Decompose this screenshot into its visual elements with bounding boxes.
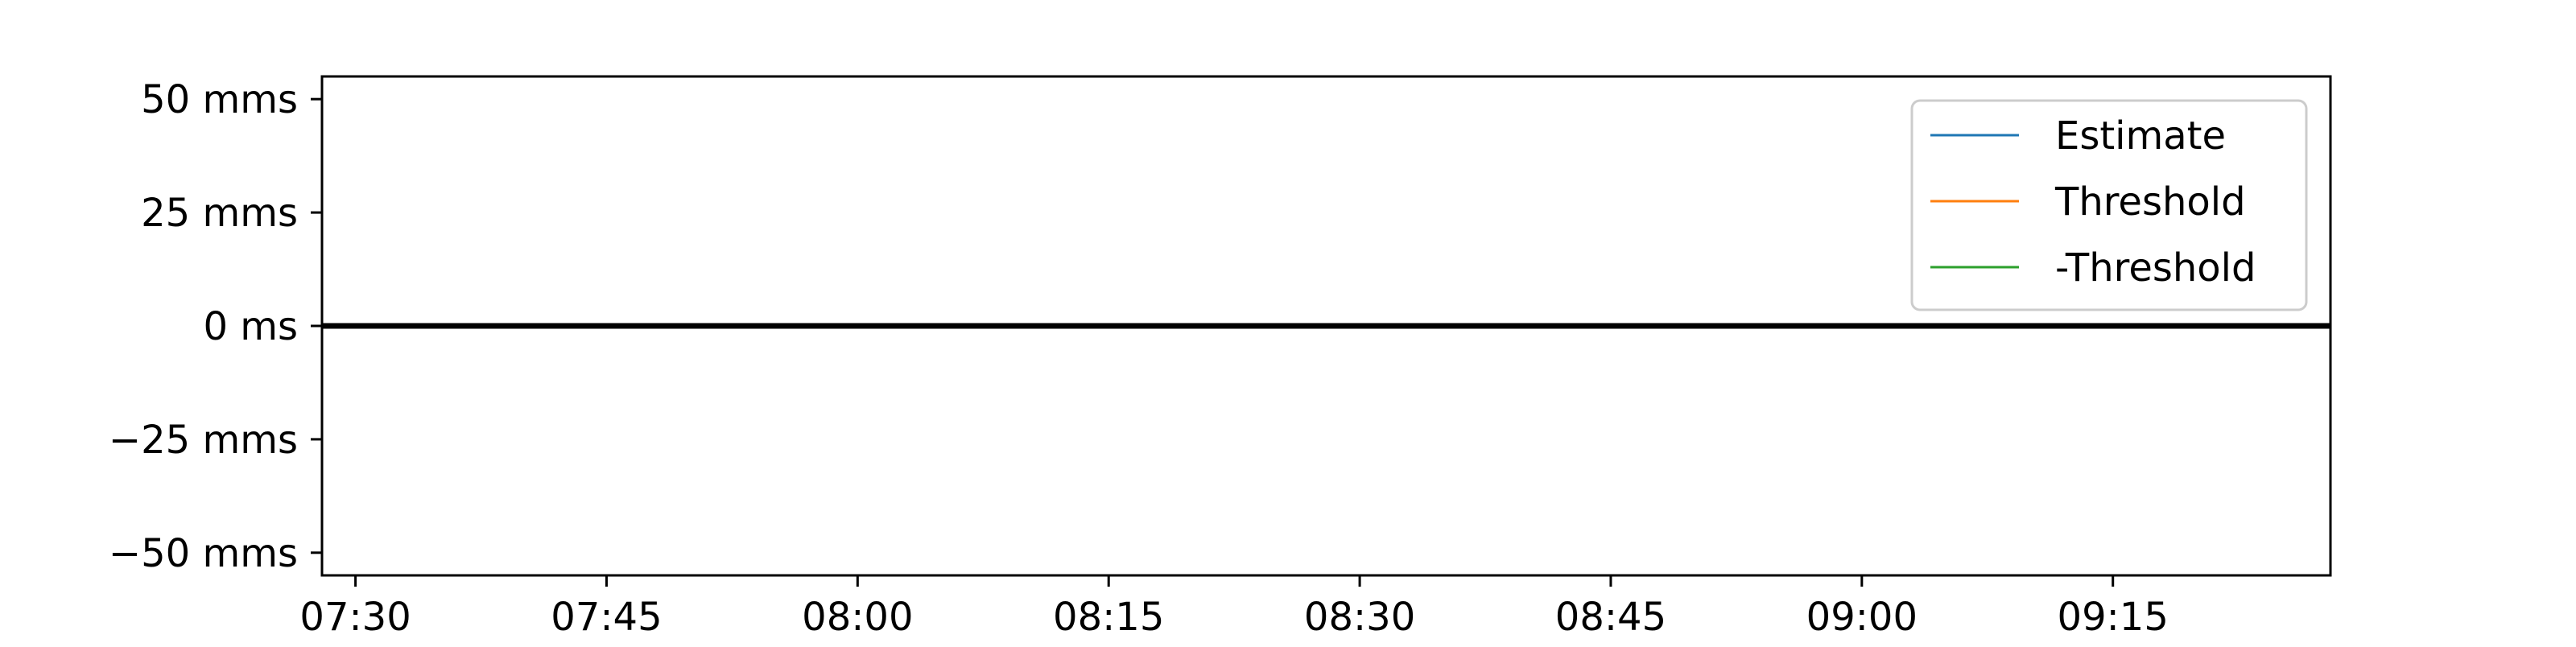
x-tick-label: 08:30 bbox=[1304, 595, 1415, 640]
y-tick-label: 0 ms bbox=[203, 304, 298, 349]
y-tick-label: −50 mms bbox=[109, 531, 298, 576]
legend-label: Threshold bbox=[2054, 179, 2246, 225]
legend-label: Estimate bbox=[2055, 113, 2226, 159]
x-tick-label: 07:45 bbox=[551, 595, 662, 640]
x-tick-label: 09:00 bbox=[1806, 595, 1918, 640]
x-tick-label: 07:30 bbox=[299, 595, 411, 640]
x-tick-label: 09:15 bbox=[2058, 595, 2169, 640]
y-tick-label: 25 mms bbox=[141, 191, 298, 236]
plot-area-frame bbox=[320, 75, 2332, 577]
x-tick-label: 08:00 bbox=[802, 595, 913, 640]
legend: Estimate Threshold -Threshold bbox=[1910, 99, 2308, 311]
x-axis: 07:30 07:45 08:00 08:15 08:30 08:45 09:00 09:15 bbox=[299, 575, 2169, 640]
y-tick-label: −25 mms bbox=[109, 418, 298, 463]
legend-box bbox=[1910, 99, 2308, 311]
y-axis: 50 mms 25 mms 0 ms −25 mms −50 mms bbox=[109, 77, 322, 576]
x-tick-label: 08:45 bbox=[1555, 595, 1666, 640]
x-tick-label: 08:15 bbox=[1053, 595, 1164, 640]
y-tick-label: 50 mms bbox=[141, 77, 298, 122]
legend-label: -Threshold bbox=[2055, 245, 2256, 291]
